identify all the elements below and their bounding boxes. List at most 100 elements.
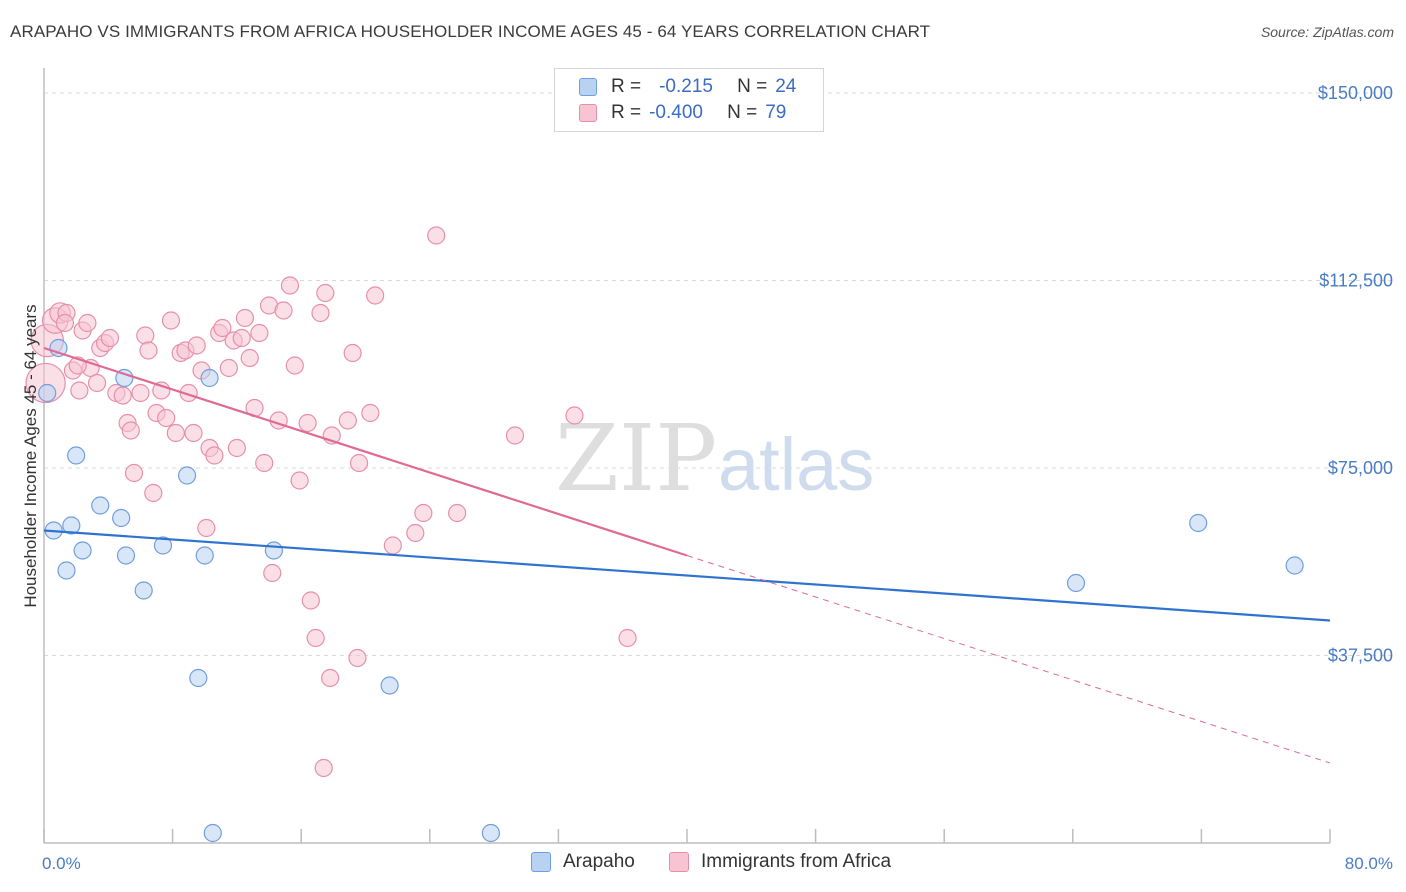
data-point-arapaho (67, 446, 86, 465)
data-point-arapaho (189, 668, 208, 688)
data-point-africa (78, 313, 97, 333)
data-point-africa (255, 453, 274, 473)
data-point-africa (219, 358, 238, 378)
data-point-africa (290, 471, 309, 490)
data-point-africa (311, 303, 330, 323)
data-point-africa (166, 423, 185, 443)
data-point-africa (343, 343, 362, 363)
x-tick-labels: 0.0% 80.0% (42, 854, 1393, 873)
data-point-africa (187, 336, 206, 355)
data-point-arapaho (115, 368, 134, 388)
data-point-arapaho (38, 383, 57, 403)
data-point-africa (144, 483, 163, 503)
data-point-africa (366, 286, 385, 305)
data-point-africa (349, 453, 369, 473)
data-point-africa (131, 383, 150, 403)
legend-swatch-africa (579, 104, 597, 122)
data-point-arapaho (481, 823, 500, 843)
legend-r-value: -0.215 (659, 76, 713, 97)
data-point-arapaho (195, 546, 214, 565)
data-point-africa (139, 341, 158, 360)
data-point-arapaho (91, 496, 110, 515)
data-point-africa (213, 318, 232, 338)
data-point-africa (235, 308, 255, 328)
data-point-africa (406, 523, 425, 543)
data-point-africa (383, 536, 402, 555)
legend-swatch-africa (669, 852, 689, 872)
data-point-africa (361, 403, 380, 423)
data-point-africa (427, 226, 446, 245)
series-immigrants-from-africa (25, 226, 637, 778)
data-point-arapaho (203, 823, 222, 843)
y-tick-label: $37,500 (1328, 646, 1393, 666)
legend-label-arapaho: Arapaho (563, 851, 635, 872)
data-point-africa (505, 426, 525, 445)
data-point-africa (314, 758, 333, 778)
data-point-africa (565, 406, 584, 425)
data-point-arapaho (1066, 573, 1086, 593)
data-point-africa (113, 386, 132, 405)
trend-line-africa (43, 346, 688, 557)
legend-swatch-arapaho (531, 852, 551, 872)
data-point-africa (301, 591, 320, 610)
data-point-africa (316, 283, 335, 303)
data-point-africa (87, 373, 107, 393)
data-point-africa (124, 463, 144, 483)
data-point-africa (184, 423, 203, 443)
legend-n-label: N = (737, 76, 768, 97)
y-tick-label: $150,000 (1318, 83, 1393, 103)
data-point-africa (55, 313, 74, 333)
data-point-africa (157, 408, 176, 428)
data-point-arapaho (380, 676, 399, 695)
legend-item-africa[interactable]: Immigrants from Africa (669, 851, 891, 873)
y-tick-labels: $37,500 $75,000 $112,500 $150,000 (1318, 83, 1393, 666)
data-point-africa (263, 563, 282, 583)
data-point-africa (250, 323, 269, 343)
data-point-africa (306, 628, 325, 648)
data-point-africa (298, 413, 317, 433)
legend-n-label: N = (727, 102, 758, 123)
legend-item-arapaho[interactable]: Arapaho (531, 851, 635, 873)
legend-row-arapaho: R = -0.215 N = 24 (579, 74, 796, 100)
data-point-africa (205, 446, 224, 465)
data-point-arapaho (62, 516, 81, 535)
data-point-arapaho (73, 541, 92, 560)
legend-n-value: 79 (765, 102, 787, 123)
data-point-arapaho (112, 508, 131, 528)
watermark-atlas: atlas (718, 423, 874, 506)
data-point-arapaho (134, 581, 153, 600)
trend-line-arapaho (43, 529, 1331, 622)
data-point-africa (338, 411, 357, 430)
data-point-africa (618, 628, 637, 648)
data-point-africa (161, 311, 181, 330)
data-point-arapaho (1285, 556, 1304, 575)
data-point-arapaho (177, 466, 197, 485)
chart-source: Source: ZipAtlas.com (1260, 24, 1394, 40)
data-point-africa (121, 421, 140, 440)
data-point-africa (321, 668, 340, 688)
trend-lines (43, 346, 1331, 764)
legend-n-value: 24 (775, 76, 797, 97)
data-point-africa (227, 438, 246, 458)
data-point-africa (285, 356, 304, 375)
data-point-africa (348, 648, 367, 668)
watermark-zip: ZIP (555, 405, 717, 512)
data-point-africa (100, 328, 120, 348)
data-point-arapaho (264, 541, 283, 560)
data-point-africa (136, 326, 155, 345)
data-point-africa (197, 518, 216, 538)
data-point-arapaho (153, 536, 173, 555)
y-tick-label: $75,000 (1328, 458, 1393, 478)
grid-lines (44, 92, 1395, 656)
y-tick-label: $112,500 (1319, 271, 1393, 291)
data-point-arapaho (200, 368, 219, 388)
axes (43, 68, 1331, 844)
data-point-africa (274, 301, 293, 320)
data-point-africa (70, 381, 89, 400)
legend-r-label: R = (611, 76, 642, 97)
legend-label-africa: Immigrants from Africa (701, 851, 892, 872)
data-point-africa (280, 276, 300, 295)
x-tick-label: 80.0% (1345, 854, 1393, 873)
data-point-africa (448, 503, 467, 523)
